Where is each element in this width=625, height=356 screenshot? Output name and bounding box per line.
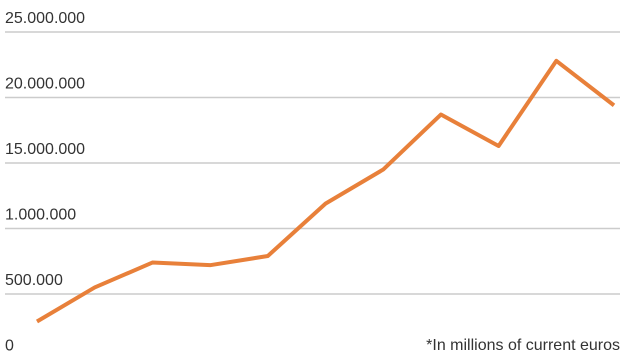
y-tick-label: 1.000.000 [5,207,76,224]
y-tick-label: 25.000.000 [5,10,85,27]
y-tick-label: 500.000 [5,272,63,289]
y-tick-label: 0 [5,338,14,355]
footnote: *In millions of current euros [426,337,620,354]
y-tick-label: 15.000.000 [5,141,85,158]
y-tick-label: 20.000.000 [5,76,85,93]
data-line [35,58,616,324]
